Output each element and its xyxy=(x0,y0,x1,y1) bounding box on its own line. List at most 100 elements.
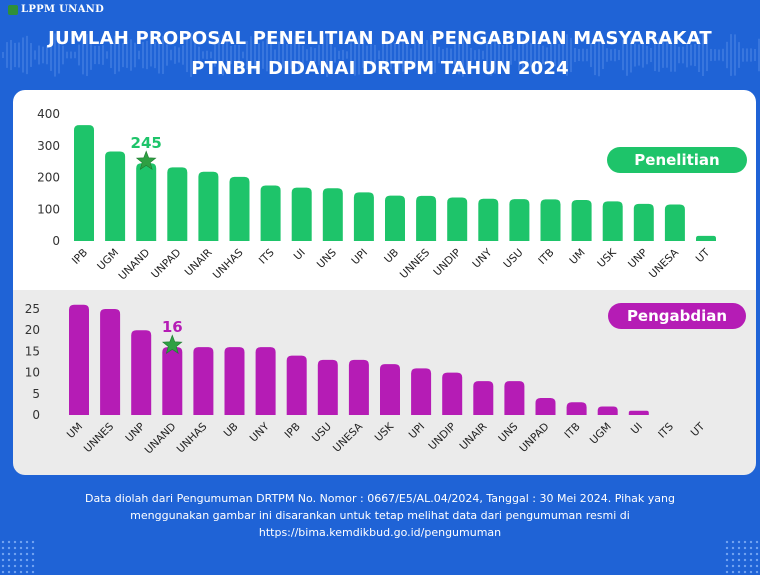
wave-bar xyxy=(334,47,336,63)
footer-line-3: https://bima.kemdikbud.go.id/pengumuman xyxy=(258,526,502,539)
wave-bar xyxy=(22,37,24,73)
wave-bar xyxy=(662,42,664,68)
wave-bar xyxy=(606,48,608,62)
pengabdian-xtick-label: ITS xyxy=(656,420,676,440)
wave-bar xyxy=(194,37,196,73)
wave-bar xyxy=(554,43,556,67)
penelitian-xtick-label: UNAND xyxy=(116,247,152,283)
wave-bar xyxy=(682,46,684,64)
pengabdian-bar-uny xyxy=(255,347,276,415)
wave-bar xyxy=(246,40,248,70)
pengabdian-highlight-label: 16 xyxy=(162,318,183,336)
wave-bar xyxy=(254,39,256,71)
penelitian-bar-ub xyxy=(385,195,405,241)
pengabdian-badge-label: Pengabdian xyxy=(627,307,727,325)
wave-bar xyxy=(754,48,756,62)
wave-bar xyxy=(346,51,348,59)
wave-bar xyxy=(586,48,588,62)
wave-bar xyxy=(190,33,192,77)
wave-bar xyxy=(338,50,340,60)
wave-bar xyxy=(342,49,344,61)
wave-bar xyxy=(518,39,520,71)
wave-bar xyxy=(458,35,460,75)
wave-bar xyxy=(386,36,388,74)
penelitian-xtick-label: UNNES xyxy=(398,246,433,281)
wave-bar xyxy=(390,40,392,70)
pengabdian-bar-um xyxy=(69,304,89,415)
wave-bar xyxy=(366,45,368,65)
wave-bar xyxy=(162,36,164,74)
wave-bar xyxy=(466,39,468,71)
pengabdian-bar-unpad xyxy=(535,398,556,415)
wave-bar xyxy=(142,41,144,69)
pengabdian-bar-unesa xyxy=(348,359,369,415)
wave-bar xyxy=(546,47,548,63)
penelitian-highlight-label: 245 xyxy=(131,134,162,152)
wave-bar xyxy=(378,50,380,60)
wave-bar xyxy=(326,33,328,77)
wave-bar xyxy=(50,39,52,71)
wave-bar xyxy=(250,36,252,74)
footer-note: Data diolah dari Pengumuman DRTPM No. No… xyxy=(0,490,760,541)
wave-bar xyxy=(266,38,268,72)
wave-bar xyxy=(102,45,104,65)
pengabdian-ytick-label: 15 xyxy=(25,344,40,358)
wave-bar xyxy=(358,35,360,75)
wave-bar xyxy=(442,48,444,62)
wave-bar xyxy=(422,44,424,66)
wave-bar xyxy=(322,36,324,74)
pengabdian-bar-unnes xyxy=(100,309,121,415)
penelitian-xtick-label: ITS xyxy=(257,246,277,266)
wave-bar xyxy=(94,45,96,65)
pengabdian-bar-undip xyxy=(442,372,463,415)
wave-bar xyxy=(742,48,744,62)
pengabdian-xtick-label: USK xyxy=(373,420,397,444)
wave-bar xyxy=(570,37,572,73)
wave-bar xyxy=(622,39,624,71)
wave-bar xyxy=(406,44,408,66)
penelitian-xtick-label: UNHAS xyxy=(211,246,246,281)
wave-bar xyxy=(230,45,232,65)
wave-bar xyxy=(574,47,576,63)
page-title-line-1: JUMLAH PROPOSAL PENELITIAN DAN PENGABDIA… xyxy=(48,28,712,49)
wave-bar xyxy=(354,34,356,76)
wave-bar xyxy=(314,48,316,62)
wave-bar xyxy=(494,36,496,74)
pengabdian-xtick-label: UNHAS xyxy=(175,420,210,455)
wave-bar xyxy=(70,51,72,59)
wave-bar xyxy=(686,42,688,68)
wave-bar xyxy=(234,44,236,66)
wave-bar xyxy=(602,40,604,70)
wave-bar xyxy=(522,37,524,73)
wave-bar xyxy=(498,42,500,68)
wave-bar xyxy=(718,49,720,61)
wave-bar xyxy=(722,48,724,62)
wave-bar xyxy=(558,44,560,66)
pengabdian-xtick-label: USU xyxy=(310,421,334,445)
wave-bar xyxy=(362,42,364,68)
wave-bar xyxy=(138,50,140,60)
penelitian-xtick-label: UNESA xyxy=(647,246,682,281)
corner-dots-right xyxy=(724,539,760,575)
pengabdian-badge xyxy=(608,303,746,329)
wave-bar xyxy=(2,52,4,58)
wave-bar xyxy=(134,42,136,68)
penelitian-badge xyxy=(607,147,747,173)
wave-bar xyxy=(42,46,44,64)
penelitian-bar-upi xyxy=(353,192,374,241)
penelitian-bar-ipb xyxy=(74,125,94,241)
wave-bar xyxy=(734,34,736,76)
wave-bar xyxy=(670,38,672,72)
wave-bar xyxy=(166,44,168,66)
penelitian-bar-its xyxy=(260,185,281,241)
wave-bar xyxy=(242,51,244,59)
wave-bar xyxy=(530,42,532,68)
wave-bar xyxy=(690,44,692,66)
pengabdian-xtick-label: UPI xyxy=(407,421,428,442)
pengabdian-bar-unand xyxy=(162,347,183,415)
pengabdian-xtick-label: UNP xyxy=(123,421,147,445)
wave-bar xyxy=(310,46,312,64)
pengabdian-xtick-label: UNESA xyxy=(331,420,366,455)
wave-bar xyxy=(634,43,636,67)
